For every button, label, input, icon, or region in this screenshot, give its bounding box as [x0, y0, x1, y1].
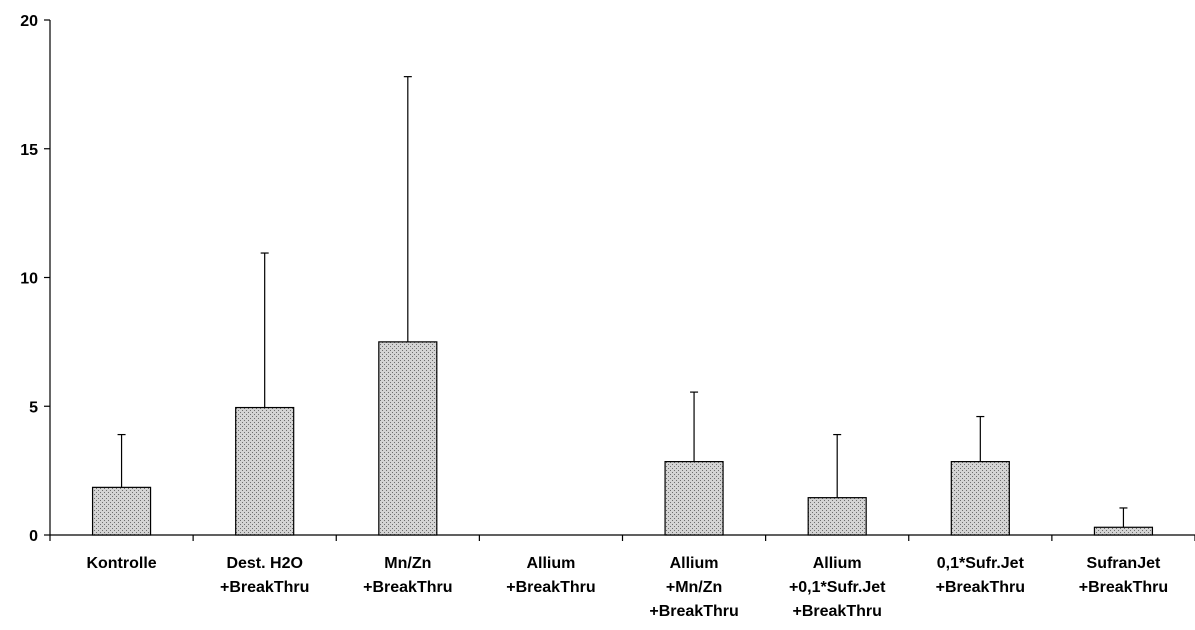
bar [807, 497, 867, 536]
bar [1093, 526, 1154, 536]
bar [91, 486, 152, 536]
category-label: Kontrolle [86, 555, 156, 572]
category-label: +BreakThru [793, 603, 882, 620]
bars [91, 341, 1154, 536]
y-tick-labels: 0 5 10 15 20 [20, 13, 38, 545]
category-label: +BreakThru [1079, 579, 1168, 596]
bar [378, 341, 438, 536]
category-labels: Kontrolle Dest. H2O +BreakThru Mn/Zn +BreakT… [86, 555, 1168, 620]
axes [44, 19, 1195, 541]
category-label: Allium [670, 555, 719, 572]
bar [950, 461, 1010, 536]
bar [235, 406, 295, 536]
category-label: SufranJet [1087, 555, 1161, 572]
y-tick-label: 15 [20, 142, 38, 159]
category-label: +Mn/Zn [666, 579, 722, 596]
category-label: +BreakThru [363, 579, 452, 596]
bar [664, 461, 724, 536]
category-label: +BreakThru [649, 603, 738, 620]
category-label: +BreakThru [220, 579, 309, 596]
category-label: Mn/Zn [384, 555, 431, 572]
category-label: Allium [526, 555, 575, 572]
error-bars [117, 76, 1128, 528]
y-tick-label: 5 [29, 399, 38, 416]
y-tick-label: 0 [29, 528, 38, 545]
category-label: +0,1*Sufr.Jet [789, 579, 886, 596]
category-label: 0,1*Sufr.Jet [937, 555, 1025, 572]
y-tick-label: 10 [20, 271, 38, 288]
category-label: Dest. H2O [226, 555, 302, 572]
category-label: Allium [813, 555, 862, 572]
category-label: +BreakThru [936, 579, 1025, 596]
y-tick-label: 20 [20, 13, 38, 30]
category-label: +BreakThru [506, 579, 595, 596]
